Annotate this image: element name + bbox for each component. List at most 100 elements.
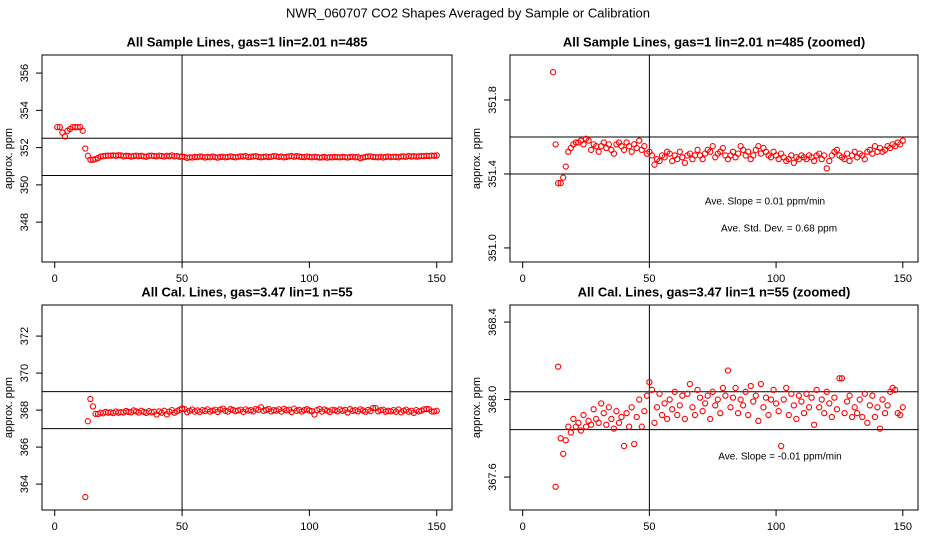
y-tick-label: 348 [19, 213, 31, 231]
point [813, 386, 820, 394]
point [628, 404, 635, 411]
panel: All Cal. Lines, gas=3.47 lin=1 n=55 (zoo… [471, 284, 919, 533]
point [879, 396, 886, 403]
point [633, 144, 640, 152]
point [742, 388, 749, 395]
y-tick-label: 351.0 [487, 234, 499, 262]
point [897, 411, 904, 419]
point [767, 396, 775, 403]
point [823, 388, 830, 395]
point [423, 405, 430, 413]
point [636, 137, 643, 144]
point [431, 408, 438, 415]
point [778, 150, 785, 157]
point [780, 396, 787, 403]
y-tick-label: 368.0 [487, 386, 499, 414]
point [431, 152, 438, 159]
point [676, 148, 683, 155]
point [661, 400, 668, 407]
x-tick-label: 50 [176, 521, 188, 533]
y-tick-label: 351.4 [487, 160, 499, 188]
point [54, 123, 61, 131]
point [656, 157, 663, 165]
point [701, 150, 709, 157]
point [788, 152, 795, 159]
point [732, 384, 739, 392]
point [689, 155, 696, 163]
point [674, 411, 681, 419]
point [828, 152, 835, 159]
y-tick-label: 367.6 [487, 463, 499, 491]
point [415, 408, 423, 415]
point [669, 157, 676, 165]
point [618, 413, 625, 421]
point [864, 419, 871, 426]
x-tick-label: 0 [52, 521, 58, 533]
point [560, 174, 567, 181]
point [841, 409, 848, 417]
point [866, 402, 874, 409]
point [595, 148, 602, 155]
point [61, 133, 69, 140]
point [737, 143, 744, 150]
point [707, 148, 714, 155]
point [833, 146, 841, 154]
point [854, 154, 861, 161]
point [565, 148, 572, 155]
point [306, 407, 313, 414]
point [56, 123, 63, 131]
point [719, 144, 727, 152]
point [788, 390, 795, 397]
point [729, 148, 737, 155]
point [727, 152, 734, 159]
point [717, 409, 724, 417]
point [598, 400, 605, 407]
point [74, 123, 81, 131]
point [694, 146, 701, 154]
point [816, 404, 823, 411]
point [567, 429, 574, 436]
point [755, 143, 762, 150]
point [679, 154, 686, 161]
point [833, 406, 841, 413]
figure-title: NWR_060707 CO2 Shapes Averaged by Sample… [286, 5, 650, 20]
x-tick-label: 150 [894, 521, 912, 533]
point [585, 137, 592, 144]
point [676, 402, 683, 409]
point [739, 146, 747, 154]
point [557, 180, 564, 187]
point [59, 129, 66, 136]
point [772, 152, 780, 159]
x-tick-label: 50 [643, 521, 655, 533]
point [831, 394, 838, 401]
point [658, 411, 666, 419]
point [828, 413, 835, 421]
point [648, 152, 656, 159]
point [785, 411, 792, 419]
point [869, 150, 876, 157]
point [554, 180, 562, 187]
point [646, 378, 653, 386]
annotation: Ave. Std. Dev. = 0.68 ppm [721, 224, 837, 235]
y-axis-label: approx. ppm [3, 377, 15, 438]
point [148, 409, 155, 416]
point [793, 415, 800, 423]
point [876, 144, 884, 152]
point [745, 411, 752, 419]
y-tick-label: 366 [19, 438, 31, 456]
point [881, 409, 889, 417]
point [770, 386, 777, 394]
point [608, 146, 615, 154]
point [790, 402, 797, 409]
point [724, 155, 732, 163]
point [712, 154, 719, 161]
point [651, 161, 658, 168]
point [615, 419, 623, 426]
point [760, 404, 767, 411]
point [699, 155, 706, 163]
x-tick-label: 100 [767, 521, 785, 533]
point [790, 159, 797, 166]
point [595, 419, 602, 426]
point [722, 152, 729, 159]
